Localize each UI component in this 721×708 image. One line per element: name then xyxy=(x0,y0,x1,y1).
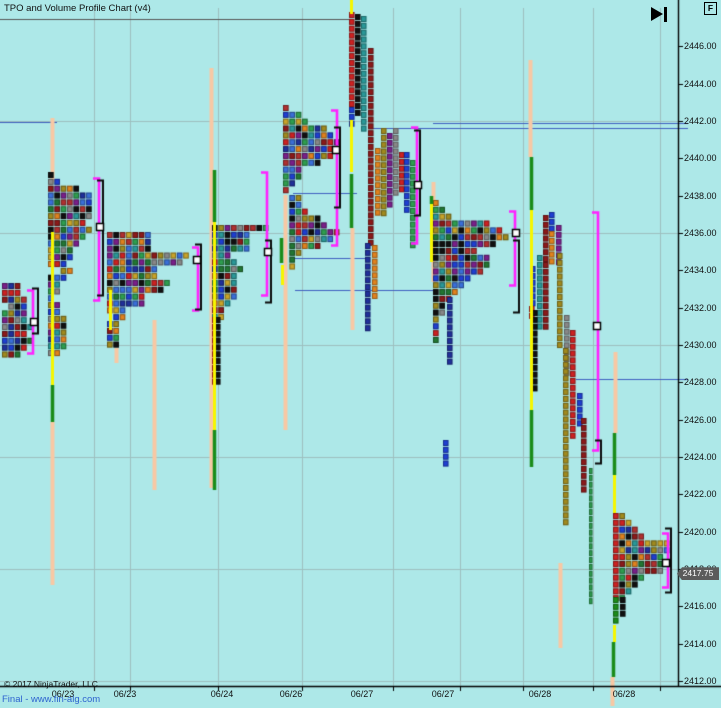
price-axis-label: 2424.00 xyxy=(684,452,717,463)
price-axis-label: 2414.00 xyxy=(684,638,717,649)
date-label: 06/26 xyxy=(279,689,303,699)
price-axis-label: 2436.00 xyxy=(684,228,717,238)
price-axis-label: 2440.00 xyxy=(684,153,717,164)
watermark-link[interactable]: Final - www.fin-alg.com xyxy=(2,694,101,705)
copyright-text: © 2017 NinjaTrader, LLC xyxy=(4,679,98,689)
date-label: 06/24 xyxy=(210,689,234,699)
price-axis-label: 2422.00 xyxy=(684,489,717,500)
price-axis-label: 2430.00 xyxy=(684,340,717,351)
date-label: 06/28 xyxy=(612,689,636,699)
date-label: 06/27 xyxy=(431,689,455,699)
play-triangle-icon xyxy=(651,7,663,21)
price-axis-label: 2428.00 xyxy=(684,377,717,388)
date-label: 06/23 xyxy=(51,689,75,699)
chart-title: TPO and Volume Profile Chart (v4) xyxy=(4,3,151,14)
date-label: 06/27 xyxy=(350,689,374,699)
price-axis-label: 2412.00 xyxy=(684,676,717,687)
price-axis-label: 2434.00 xyxy=(684,265,717,276)
date-label: 06/28 xyxy=(528,689,552,699)
last-price-marker: 2417.75 xyxy=(677,567,719,581)
price-axis-label: 2446.00 xyxy=(684,41,717,52)
fixed-scale-icon[interactable]: F xyxy=(704,2,717,15)
price-axis-label: 2420.00 xyxy=(684,526,717,537)
date-label: 06/23 xyxy=(113,689,137,699)
price-axis-label: 2416.00 xyxy=(684,601,717,612)
price-axis-label: 2426.00 xyxy=(684,414,717,425)
price-axis-label: 2432.00 xyxy=(684,302,717,313)
skip-to-end-icon[interactable] xyxy=(651,7,671,22)
price-axis-label: 2438.00 xyxy=(684,190,717,201)
price-axis-label: 2442.00 xyxy=(684,115,717,126)
price-axis-label: 2444.00 xyxy=(684,78,717,89)
play-bar-icon xyxy=(664,7,667,22)
